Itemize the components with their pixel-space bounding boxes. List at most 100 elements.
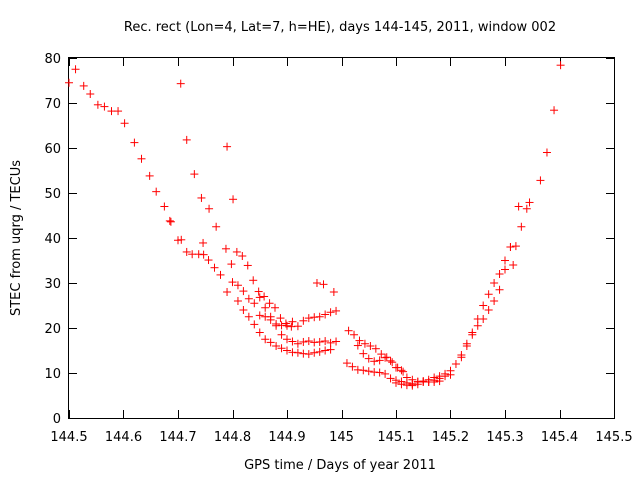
data-point [397, 380, 406, 389]
data-point [424, 375, 433, 384]
data-point [408, 381, 417, 390]
data-point [93, 100, 102, 109]
data-point [536, 176, 545, 185]
data-point [249, 276, 258, 285]
data-point [321, 310, 330, 319]
data-point [556, 61, 565, 70]
plot-frame [68, 57, 615, 419]
y-tick-label: 30 [44, 277, 61, 292]
data-point [344, 326, 353, 335]
data-point [216, 270, 225, 279]
data-point [473, 321, 482, 330]
data-point [462, 339, 471, 348]
data-point [329, 288, 338, 296]
data-point [359, 349, 368, 358]
data-point [79, 81, 88, 90]
data-point [177, 235, 186, 244]
y-axis-label: STEC from uqrg / TECUs [9, 160, 24, 316]
data-point [266, 312, 275, 321]
data-point [233, 281, 242, 290]
data-point [229, 195, 238, 204]
x-tick-label: 145.2 [432, 430, 469, 445]
data-point [514, 202, 523, 211]
data-point [254, 287, 263, 296]
data-point [261, 335, 270, 344]
data-point [326, 345, 335, 354]
x-tick-label: 144.5 [50, 430, 87, 445]
data-point [250, 320, 259, 329]
data-point [86, 90, 95, 98]
data-point [506, 243, 515, 251]
data-point [435, 372, 444, 381]
data-point [392, 378, 400, 387]
data-point [199, 238, 208, 247]
data-point [137, 154, 146, 163]
data-point [366, 342, 375, 350]
data-point [321, 337, 330, 346]
data-point [388, 358, 397, 367]
y-tick-label: 0 [53, 412, 61, 427]
data-point [212, 222, 221, 231]
data-point [326, 338, 335, 347]
data-point [199, 250, 208, 259]
data-point [402, 373, 411, 382]
data-point [65, 78, 73, 87]
data-point [190, 170, 199, 179]
data-point [277, 330, 286, 339]
data-point [228, 278, 237, 287]
data-point [272, 321, 281, 330]
data-point [204, 256, 213, 265]
data-point [255, 311, 264, 320]
data-point [152, 187, 161, 196]
data-point [120, 119, 129, 128]
y-tick-label: 50 [44, 187, 61, 202]
data-point [182, 135, 191, 144]
data-point [350, 330, 359, 339]
data-point [484, 290, 493, 299]
data-point [276, 314, 285, 323]
data-point [315, 312, 324, 321]
data-point [130, 138, 139, 147]
data-point [326, 308, 335, 317]
data-point [250, 299, 259, 308]
data-point [299, 316, 308, 325]
data-point [315, 347, 324, 356]
data-point [332, 337, 341, 346]
data-point [288, 317, 297, 326]
data-point [283, 335, 291, 344]
data-point [457, 353, 466, 362]
data-point [364, 367, 373, 376]
data-point [100, 102, 109, 111]
data-point [243, 261, 252, 270]
data-point [484, 306, 493, 314]
data-point [490, 297, 499, 305]
data-point [468, 328, 477, 337]
data-point [370, 357, 379, 366]
x-axis-label: GPS time / Days of year 2011 [244, 458, 436, 473]
data-point [550, 106, 559, 115]
x-tick-label: 145.3 [486, 430, 523, 445]
x-tick-label: 145.1 [377, 430, 414, 445]
data-point [451, 360, 460, 368]
data-point [542, 148, 551, 157]
data-point [265, 299, 274, 308]
data-point [399, 367, 408, 376]
data-point [244, 312, 253, 321]
y-tick-label: 20 [44, 322, 61, 337]
data-point [114, 107, 123, 116]
data-point [381, 369, 390, 378]
data-point [332, 306, 341, 315]
data-point [525, 198, 534, 207]
data-point [353, 341, 362, 350]
data-point [145, 171, 154, 180]
data-point [271, 303, 280, 312]
x-tick-label: 144.9 [268, 430, 305, 445]
y-tick-label: 10 [44, 367, 61, 382]
x-tick-label: 145 [329, 430, 354, 445]
data-point [304, 350, 313, 359]
data-point [319, 280, 328, 289]
data-points [65, 61, 565, 390]
data-point [310, 348, 319, 357]
data-point [260, 292, 269, 301]
